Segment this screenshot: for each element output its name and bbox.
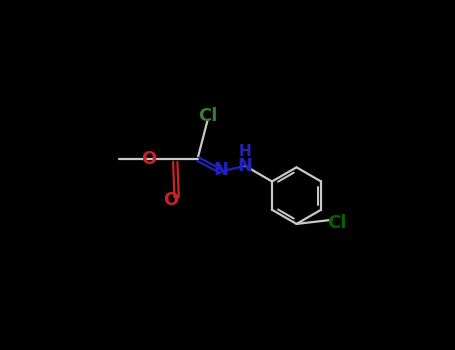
Text: Cl: Cl <box>327 214 347 232</box>
Text: H: H <box>239 144 252 159</box>
Text: N: N <box>213 161 228 179</box>
Text: O: O <box>163 191 178 209</box>
Text: O: O <box>141 150 156 168</box>
Text: N: N <box>238 157 253 175</box>
Text: Cl: Cl <box>198 107 217 125</box>
